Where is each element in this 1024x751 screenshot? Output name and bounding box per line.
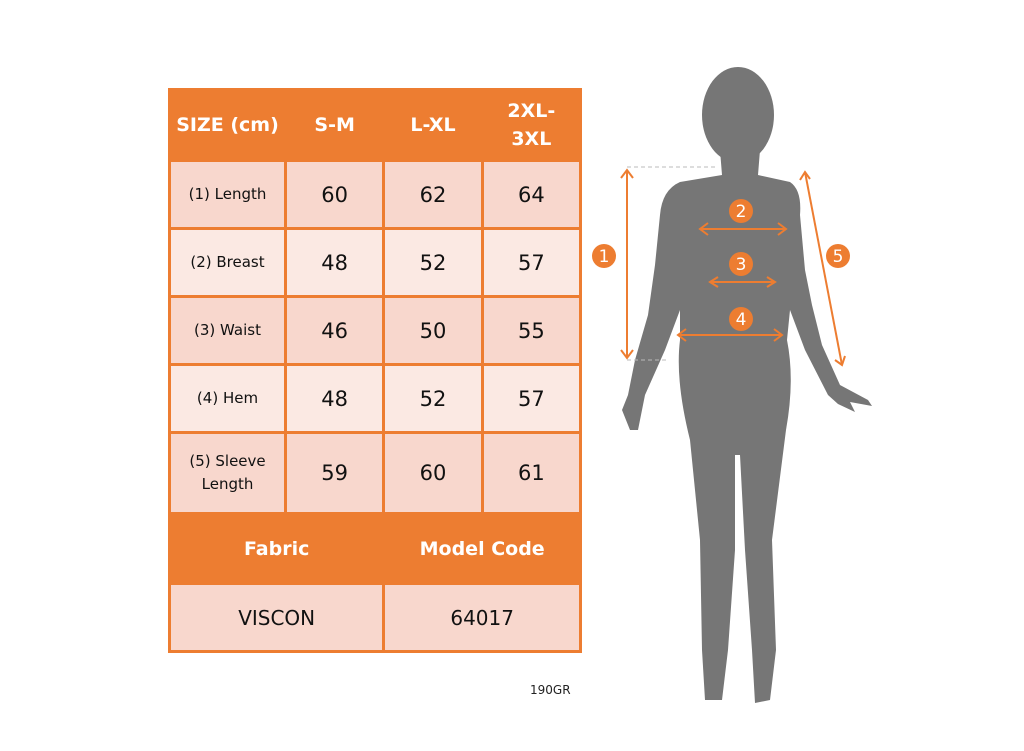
table-row: (4) Hem 48 52 57 [168, 363, 583, 434]
marker-2 [729, 199, 753, 223]
row-label: (4) Hem [168, 363, 287, 434]
fabric-value-row: VISCON 64017 [167, 582, 582, 653]
cell: 48 [283, 363, 386, 434]
marker-1-label: 1 [599, 247, 610, 267]
cell: 57 [480, 363, 583, 434]
cell: 50 [382, 295, 484, 366]
cell: 46 [283, 295, 386, 366]
table-header-row: SIZE (cm) S-M L-XL 2XL-3XL [168, 88, 583, 162]
marker-4-label: 4 [736, 310, 747, 330]
silhouette-icon [622, 67, 872, 703]
marker-4 [729, 307, 753, 331]
row-label: (2) Breast [168, 227, 287, 298]
marker-1 [592, 244, 616, 268]
weight-note: 190GR [530, 683, 571, 697]
marker-3-label: 3 [736, 255, 747, 275]
model-code-value: 64017 [382, 582, 582, 653]
fabric-label: Fabric [167, 512, 386, 585]
body-silhouette-figure: 1 2 3 4 5 [592, 67, 872, 703]
cell: 62 [382, 159, 484, 230]
fabric-header-row: Fabric Model Code [167, 512, 582, 585]
row-label: (5) Sleeve Length [168, 431, 287, 515]
marker-5-label: 5 [833, 247, 844, 267]
size-chart-table: SIZE (cm) S-M L-XL 2XL-3XL (1) Length 60… [167, 88, 583, 653]
cell: 61 [480, 431, 583, 515]
cell: 52 [382, 363, 484, 434]
cell: 57 [480, 227, 583, 298]
marker-3 [729, 252, 753, 276]
row-label: (3) Waist [168, 295, 287, 366]
cell: 52 [382, 227, 484, 298]
header-2xl-3xl: 2XL-3XL [480, 88, 583, 162]
sleeve-arrow [804, 171, 843, 366]
marker-2-label: 2 [736, 202, 747, 222]
marker-5 [826, 244, 850, 268]
cell: 48 [283, 227, 386, 298]
table-row: (5) Sleeve Length 59 60 61 [168, 431, 583, 515]
cell: 64 [480, 159, 583, 230]
cell: 60 [382, 431, 484, 515]
table-row: (2) Breast 48 52 57 [168, 227, 583, 298]
cell: 59 [283, 431, 386, 515]
row-label: (1) Length [168, 159, 287, 230]
table-row: (3) Waist 46 50 55 [168, 295, 583, 366]
model-code-label: Model Code [382, 512, 582, 585]
cell: 55 [480, 295, 583, 366]
header-size: SIZE (cm) [168, 88, 287, 162]
header-l-xl: L-XL [382, 88, 484, 162]
cell: 60 [283, 159, 386, 230]
header-s-m: S-M [283, 88, 386, 162]
fabric-value: VISCON [167, 582, 386, 653]
table-row: (1) Length 60 62 64 [168, 159, 583, 230]
